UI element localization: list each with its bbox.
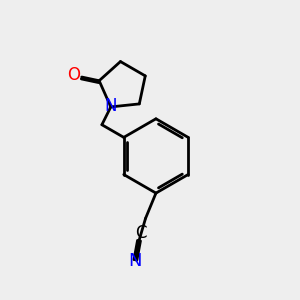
- Text: N: N: [105, 97, 117, 115]
- Text: O: O: [67, 66, 80, 84]
- Text: C: C: [135, 224, 146, 242]
- Text: N: N: [128, 252, 142, 270]
